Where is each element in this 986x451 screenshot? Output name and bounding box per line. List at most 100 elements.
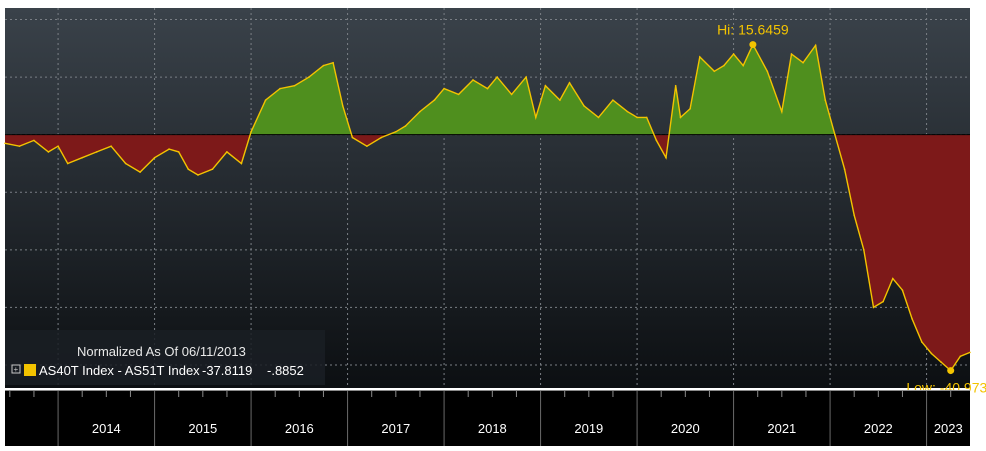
data-point (534, 116, 537, 119)
x-tick-label: 2022 (864, 421, 893, 436)
data-point (824, 99, 827, 101)
data-point (626, 110, 629, 113)
data-point (341, 105, 344, 107)
data-point (959, 355, 962, 358)
data-point (18, 145, 21, 147)
data-point (366, 145, 368, 147)
data-point (57, 145, 59, 147)
data-point (863, 249, 865, 251)
data-point (742, 64, 745, 67)
data-point (882, 300, 884, 303)
data-point (433, 99, 436, 101)
legend-change: -.8852 (267, 363, 304, 378)
x-tick-label: 2023 (934, 421, 963, 436)
data-point (872, 306, 875, 309)
data-point (395, 130, 397, 133)
x-axis-band (5, 390, 970, 446)
data-point (834, 133, 836, 136)
legend-expand-glyph: + (14, 365, 19, 374)
data-point (655, 139, 658, 142)
data-point (153, 156, 156, 159)
data-point (472, 79, 474, 81)
data-point (332, 61, 334, 64)
x-tick-label: 2019 (574, 421, 603, 436)
data-point (940, 361, 942, 363)
data-point (568, 82, 571, 84)
data-point (723, 64, 725, 67)
data-point (404, 125, 407, 127)
data-point (443, 87, 445, 90)
data-point (81, 156, 83, 159)
data-point (674, 84, 677, 87)
data-point (250, 130, 252, 133)
data-point (930, 352, 933, 355)
data-point (110, 145, 112, 147)
data-point (95, 151, 98, 153)
legend-series-label: AS40T Index - AS51T Index (39, 363, 200, 378)
data-point (766, 70, 769, 73)
data-point (612, 99, 614, 101)
data-point (240, 162, 243, 165)
legend-expand-icon[interactable] (11, 364, 21, 374)
data-point (168, 148, 170, 150)
x-axis-labels: 2014 2015 2016 2017 2018 2019 2020 2021 2022 2023 (92, 421, 963, 436)
data-point (197, 174, 199, 176)
data-point (732, 53, 735, 55)
data-point (597, 116, 600, 119)
data-point (124, 162, 127, 165)
data-point (47, 151, 50, 153)
data-point (177, 151, 180, 153)
positive-area (250, 44, 835, 135)
data-point (583, 105, 585, 107)
data-point (380, 136, 383, 139)
data-point (419, 110, 421, 113)
data-point (969, 351, 971, 354)
data-point (4, 142, 6, 145)
data-point (781, 110, 783, 113)
data-point (279, 87, 281, 90)
legend-box (5, 330, 325, 385)
data-point (139, 171, 141, 173)
legend-last-value: -37.8119 (202, 363, 252, 378)
data-point (322, 64, 325, 67)
legend-swatch (24, 364, 36, 376)
x-tick-label: 2018 (478, 421, 507, 436)
data-point (679, 116, 682, 119)
data-point (920, 341, 923, 343)
low-marker (947, 367, 955, 375)
data-point (496, 76, 498, 78)
data-point (293, 84, 296, 87)
x-tick-label: 2016 (285, 421, 314, 436)
data-point (187, 168, 190, 171)
data-point (486, 87, 489, 90)
data-point (264, 99, 267, 101)
data-point (544, 84, 547, 87)
data-point (457, 93, 460, 96)
x-tick-label: 2020 (671, 421, 700, 436)
data-point (33, 139, 35, 142)
high-marker (749, 41, 757, 49)
data-point (713, 70, 716, 73)
data-point (911, 318, 913, 320)
data-point (645, 116, 648, 119)
x-tick-label: 2021 (767, 421, 796, 436)
x-tick-label: 2014 (92, 421, 121, 436)
x-axis-ticks (9, 391, 952, 446)
data-point (892, 277, 894, 280)
data-point (802, 61, 804, 64)
data-point (790, 53, 793, 55)
data-point (636, 116, 638, 119)
data-point (559, 99, 561, 101)
data-point (699, 56, 701, 58)
data-point (689, 107, 691, 110)
data-point (308, 76, 310, 78)
x-tick-label: 2017 (381, 421, 410, 436)
data-point (814, 44, 817, 47)
data-point (351, 136, 354, 139)
data-point (525, 76, 527, 78)
x-tick-label: 2015 (188, 421, 217, 436)
data-point (66, 162, 69, 165)
data-point (665, 156, 667, 159)
